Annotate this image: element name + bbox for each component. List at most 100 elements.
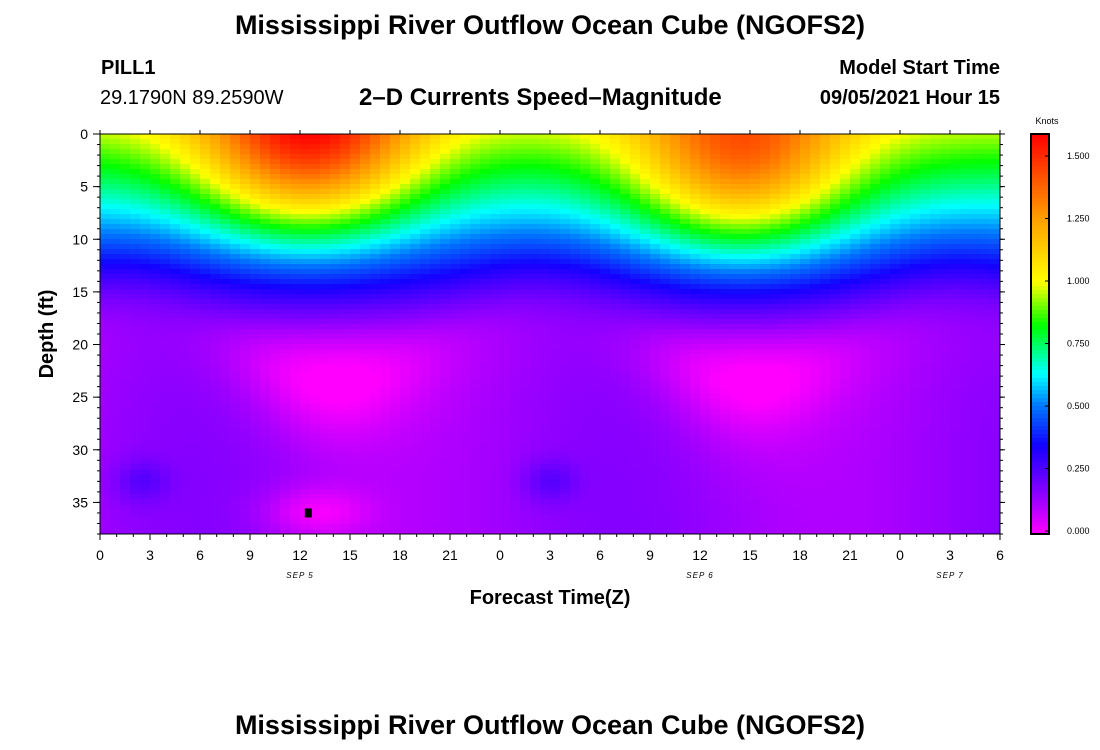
heatmap-cell [240,134,251,140]
heatmap-cell [460,339,471,345]
heatmap-cell [370,434,381,440]
heatmap-cell [300,474,311,480]
heatmap-cell [130,444,141,450]
heatmap-cell [170,234,181,240]
heatmap-cell [690,334,701,340]
heatmap-cell [510,234,521,240]
heatmap-cell [120,379,131,385]
heatmap-cell [510,334,521,340]
heatmap-cell [630,449,641,455]
heatmap-cell [620,404,631,410]
heatmap-cell [380,279,391,285]
heatmap-cell [620,229,631,235]
heatmap-cell [240,194,251,200]
heatmap-cell [460,514,471,520]
heatmap-cell [250,289,261,295]
heatmap-cell [300,144,311,150]
heatmap-cell [310,339,321,345]
heatmap-cell [650,304,661,310]
heatmap-cell [210,349,221,355]
heatmap-cell [500,439,511,445]
heatmap-cell [250,524,261,530]
heatmap-cell [110,454,121,460]
heatmap-cell [420,144,431,150]
heatmap-cell [370,379,381,385]
heatmap-cell [320,264,331,270]
heatmap-cell [160,139,171,145]
heatmap-cell [440,149,451,155]
heatmap-cell [480,489,491,495]
heatmap-cell [610,324,621,330]
heatmap-cell [150,254,161,260]
heatmap-cell [200,204,211,210]
heatmap-cell [130,499,141,505]
heatmap-cell [100,334,111,340]
heatmap-cell [610,439,621,445]
heatmap-cell [540,529,551,534]
heatmap-cell [480,429,491,435]
heatmap-cell [470,334,481,340]
heatmap-cell [290,319,301,325]
heatmap-cell [130,244,141,250]
heatmap-cell [560,184,571,190]
heatmap-cell [510,194,521,200]
heatmap-cell [340,304,351,310]
heatmap-cell [720,194,731,200]
heatmap-cell [660,229,671,235]
heatmap-cell [160,429,171,435]
heatmap-cell [640,484,651,490]
heatmap-cell [450,134,461,140]
heatmap-cell [620,414,631,420]
heatmap-cell [180,459,191,465]
heatmap-cell [590,254,601,260]
heatmap-cell [550,419,561,425]
heatmap-cell [410,229,421,235]
heatmap-cell [100,489,111,495]
heatmap-cell [160,254,171,260]
heatmap-cell [390,514,401,520]
heatmap-cell [330,389,341,395]
heatmap-cell [230,434,241,440]
heatmap-cell [370,369,381,375]
heatmap-cell [490,274,501,280]
heatmap-cell [690,369,701,375]
heatmap-cell [140,344,151,350]
heatmap-cell [260,429,271,435]
heatmap-cell [410,354,421,360]
heatmap-cell [120,219,131,225]
heatmap-cell [250,189,261,195]
heatmap-cell [600,184,611,190]
heatmap-cell [600,214,611,220]
heatmap-cell [240,254,251,260]
heatmap-cell [250,389,261,395]
heatmap-cell [170,424,181,430]
heatmap-cell [660,149,671,155]
heatmap-cell [240,314,251,320]
heatmap-cell [560,309,571,315]
heatmap-cell [680,484,691,490]
heatmap-cell [710,494,721,500]
heatmap-cell [160,369,171,375]
heatmap-cell [290,294,301,300]
heatmap-cell [470,519,481,525]
heatmap-cell [260,459,271,465]
heatmap-cell [310,479,321,485]
heatmap-cell [130,209,141,215]
heatmap-cell [420,374,431,380]
heatmap-cell [600,409,611,415]
heatmap-cell [580,369,591,375]
heatmap-cell [500,479,511,485]
heatmap-cell [600,294,611,300]
heatmap-cell [100,234,111,240]
heatmap-cell [310,169,321,175]
heatmap-cell [110,304,121,310]
heatmap-cell [230,269,241,275]
heatmap-cell [320,429,331,435]
heatmap-cell [260,279,271,285]
heatmap-cell [370,259,381,265]
heatmap-cell [710,514,721,520]
heatmap-cell [150,504,161,510]
heatmap-cell [260,404,271,410]
heatmap-cell [580,514,591,520]
heatmap-cell [670,294,681,300]
